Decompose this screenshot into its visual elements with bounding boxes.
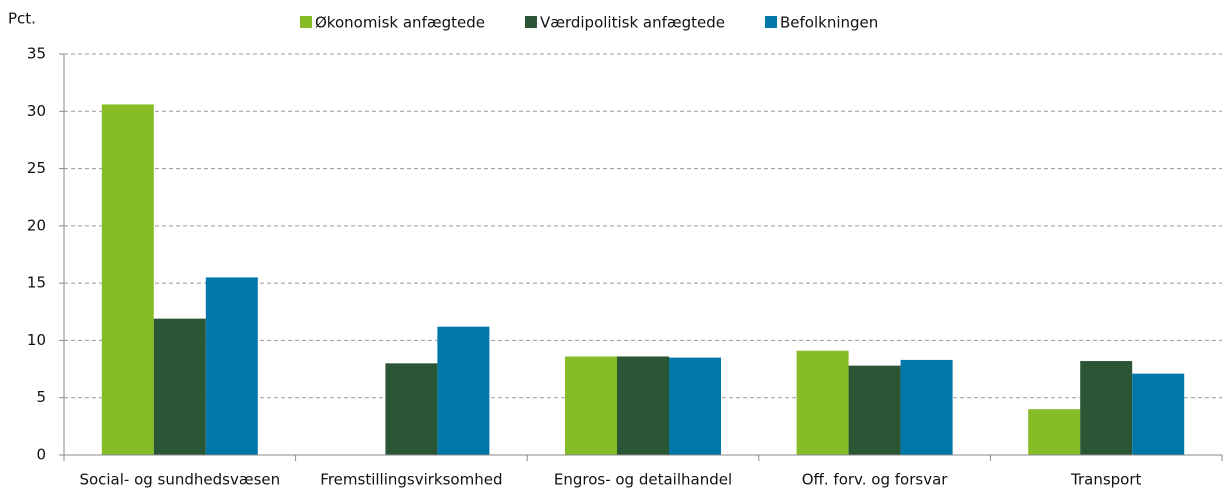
bar bbox=[565, 356, 617, 455]
legend-swatch bbox=[300, 16, 312, 28]
bar bbox=[617, 356, 669, 455]
legend-label: Værdipolitisk anfægtede bbox=[540, 14, 725, 32]
x-tick-label: Transport bbox=[1070, 471, 1142, 489]
bar bbox=[101, 104, 154, 455]
legend-label: Befolkningen bbox=[780, 14, 878, 32]
bar bbox=[205, 277, 258, 455]
legend-label: Økonomisk anfægtede bbox=[315, 14, 485, 32]
x-tick-label: Off. forv. og forsvar bbox=[802, 471, 949, 489]
y-tick-label: 5 bbox=[36, 388, 46, 406]
bar bbox=[848, 365, 901, 455]
y-tick-label: 35 bbox=[27, 45, 46, 63]
bar bbox=[900, 359, 953, 455]
bar bbox=[1080, 361, 1133, 455]
x-tick-label: Engros- og detailhandel bbox=[554, 471, 732, 489]
bar bbox=[1132, 373, 1185, 455]
y-tick-label: 15 bbox=[27, 274, 46, 292]
y-tick-label: 10 bbox=[27, 331, 46, 349]
bar bbox=[153, 318, 206, 455]
bar bbox=[796, 350, 849, 455]
x-tick-label: Social- og sundhedsvæsen bbox=[79, 471, 280, 489]
legend-swatch bbox=[765, 16, 777, 28]
bar bbox=[1028, 409, 1081, 455]
y-tick-label: 25 bbox=[27, 159, 46, 177]
bar bbox=[669, 357, 721, 455]
y-tick-label: 30 bbox=[27, 102, 46, 120]
legend-swatch bbox=[524, 16, 537, 28]
bar bbox=[385, 363, 438, 455]
y-tick-label: 0 bbox=[36, 446, 46, 464]
y-axis-label: Pct. bbox=[8, 10, 36, 28]
bar bbox=[437, 326, 490, 455]
x-tick-label: Fremstillingsvirksomhed bbox=[320, 471, 502, 489]
y-tick-label: 20 bbox=[27, 216, 46, 234]
